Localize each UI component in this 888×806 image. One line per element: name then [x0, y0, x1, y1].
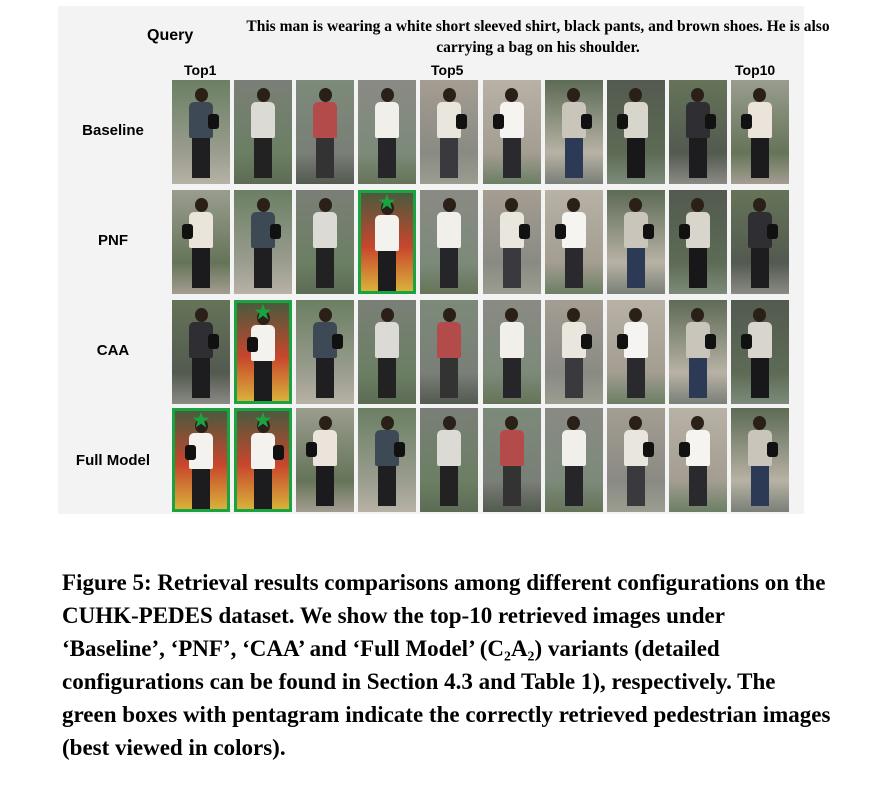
retrieval-thumbnail — [544, 300, 603, 404]
retrieval-thumbnail — [668, 300, 727, 404]
rank-label-top1: Top1 — [184, 62, 217, 78]
retrieval-thumbnail — [482, 80, 541, 184]
retrieval-thumbnail — [234, 190, 293, 294]
retrieval-thumbnail — [358, 408, 417, 512]
pentagram-star-icon — [192, 411, 210, 428]
retrieval-thumbnail — [296, 408, 355, 512]
retrieval-thumbnail — [606, 80, 665, 184]
retrieval-figure: Query This man is wearing a white short … — [58, 6, 830, 514]
retrieval-thumbnail — [668, 408, 727, 512]
retrieval-thumbnail — [606, 300, 665, 404]
retrieval-thumbnail — [296, 300, 355, 404]
retrieval-thumbnail — [358, 300, 417, 404]
retrieval-thumbnail — [482, 300, 541, 404]
query-text: This man is wearing a white short sleeve… — [246, 18, 830, 56]
row-label-caa: CAA — [96, 342, 130, 359]
row-label-baseline: Baseline — [82, 122, 144, 139]
correct-retrieval-thumbnail — [234, 408, 293, 512]
retrieval-thumbnail — [234, 80, 293, 184]
retrieval-thumbnail — [172, 80, 230, 184]
retrieval-thumbnail — [296, 80, 355, 184]
correct-retrieval-thumbnail — [172, 408, 230, 512]
pentagram-star-icon — [379, 193, 396, 210]
retrieval-thumbnail — [420, 408, 479, 512]
retrieval-thumbnail — [172, 190, 230, 294]
figure-caption: Figure 5: Retrieval results comparisons … — [62, 570, 831, 760]
retrieval-thumbnail — [606, 190, 665, 294]
query-label: Query — [147, 27, 194, 44]
retrieval-thumbnail — [482, 408, 541, 512]
rank-label-top5: Top5 — [431, 62, 464, 78]
retrieval-thumbnail — [606, 408, 665, 512]
correct-retrieval-thumbnail — [358, 190, 417, 294]
pentagram-star-icon — [254, 303, 272, 320]
retrieval-thumbnail — [668, 190, 727, 294]
retrieval-thumbnail — [730, 80, 789, 184]
correct-retrieval-thumbnail — [234, 300, 293, 404]
retrieval-thumbnail — [544, 408, 603, 512]
retrieval-thumbnail — [420, 190, 479, 294]
retrieval-thumbnail — [730, 300, 789, 404]
row-label-pnf: PNF — [98, 232, 128, 249]
retrieval-thumbnail — [730, 190, 789, 294]
retrieval-thumbnail — [482, 190, 541, 294]
retrieval-thumbnail — [544, 80, 603, 184]
retrieval-thumbnail — [420, 300, 479, 404]
retrieval-thumbnail — [544, 190, 603, 294]
retrieval-thumbnail — [730, 408, 789, 512]
pentagram-star-icon — [254, 411, 272, 428]
retrieval-thumbnail — [172, 300, 230, 404]
retrieval-thumbnail — [296, 190, 355, 294]
rank-label-top10: Top10 — [735, 62, 776, 78]
retrieval-thumbnail — [420, 80, 479, 184]
retrieval-thumbnail — [668, 80, 727, 184]
row-label-full-model: Full Model — [75, 452, 151, 469]
retrieval-thumbnail — [358, 80, 417, 184]
